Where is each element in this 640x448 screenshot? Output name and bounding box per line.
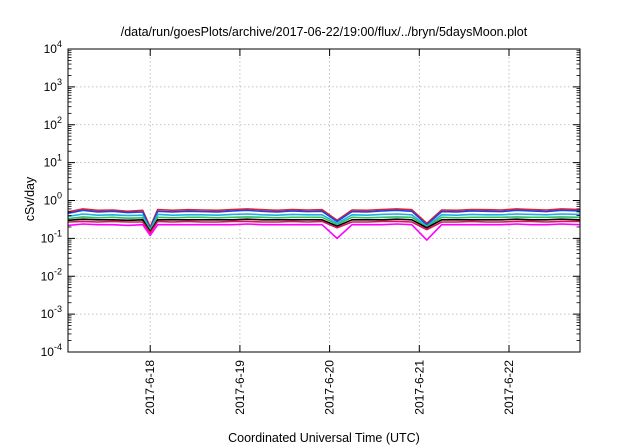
x-axis-label: Coordinated Universal Time (UTC) [228, 431, 420, 445]
y-tick-label: 10-3 [41, 304, 62, 321]
x-axis-ticks: 2017-6-18 2017-6-19 2017-6-20 2017-6-21 2017… [143, 49, 516, 415]
y-tick-label: 10-2 [41, 266, 62, 283]
x-tick-label: 2017-6-20 [323, 360, 337, 415]
chart-title: /data/run/goesPlots/archive/2017-06-22/1… [121, 25, 528, 39]
series-group [67, 208, 581, 241]
x-tick-label: 2017-6-22 [502, 360, 516, 415]
y-tick-label: 100 [44, 191, 62, 208]
x-tick-label: 2017-6-21 [412, 360, 426, 415]
y-tick-label: 103 [44, 77, 62, 94]
y-tick-label: 101 [44, 153, 62, 170]
x-tick-label: 2017-6-18 [143, 360, 157, 415]
y-axis-label: cSv/day [23, 176, 37, 221]
x-tick-label: 2017-6-19 [233, 360, 247, 415]
grid-lines [68, 49, 580, 352]
series-line [67, 220, 580, 234]
y-tick-label: 104 [44, 39, 62, 56]
series-line [67, 223, 581, 241]
y-tick-label: 10-4 [41, 342, 62, 359]
y-axis-ticks: 10-4 10-3 10-2 10-1 100 101 102 103 104 [41, 39, 580, 359]
y-tick-label: 10-1 [41, 228, 62, 245]
y-tick-label: 102 [44, 115, 62, 132]
